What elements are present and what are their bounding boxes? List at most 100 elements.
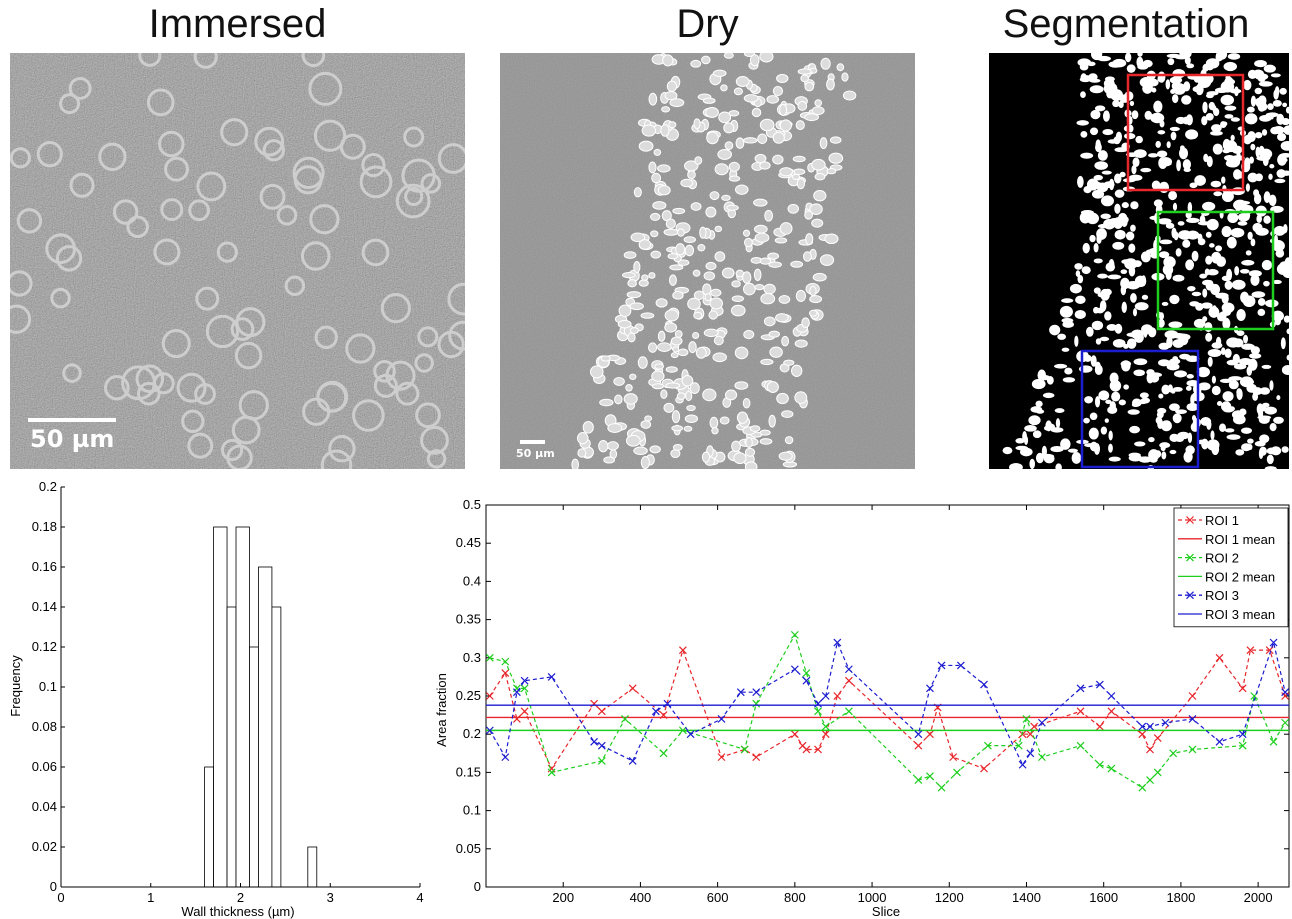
data-point-roi-3 — [802, 676, 811, 685]
data-point-roi-2 — [1238, 741, 1247, 750]
data-point-roi-2 — [752, 699, 761, 708]
histogram-bar — [213, 526, 228, 888]
line-plot-frame — [485, 504, 1290, 888]
data-point-roi-1 — [833, 692, 842, 700]
data-point-roi-1 — [1188, 692, 1197, 700]
data-point-roi-3 — [752, 688, 761, 697]
line-x-tick-label: 1800 — [1166, 890, 1195, 905]
data-point-roi-3 — [833, 638, 842, 647]
data-point-roi-2 — [740, 745, 749, 754]
segmentation-mask — [989, 53, 1289, 469]
data-point-roi-1 — [821, 730, 830, 739]
histogram-ylabel: Frequency — [8, 655, 23, 717]
line-x-tick-label: 1400 — [1012, 890, 1041, 905]
line-x-tick-label: 1000 — [858, 890, 887, 905]
data-point-roi-1 — [717, 753, 726, 762]
data-point-roi-1 — [1238, 684, 1247, 693]
line-y-tick-label: 0.5 — [463, 497, 481, 512]
data-point-roi-2 — [1146, 776, 1154, 784]
histogram-y-tick-label: 0.14 — [32, 599, 57, 614]
histogram-y-tick-label: 0.2 — [39, 479, 57, 494]
histogram-y-tick-label: 0.12 — [32, 639, 57, 654]
line-x-tick-label: 1200 — [935, 890, 964, 905]
data-point-roi-2 — [501, 657, 510, 666]
roi-3-box — [1080, 349, 1200, 469]
histogram-x-tick-label: 2 — [237, 890, 244, 905]
data-point-roi-2 — [1188, 745, 1197, 754]
roi-1-box — [1126, 73, 1245, 192]
line-y-tick-label: 0.45 — [456, 535, 481, 550]
immersed-scalebar — [28, 418, 116, 422]
data-point-roi-2 — [814, 707, 822, 716]
line-x-tick-label: 1600 — [1089, 890, 1118, 905]
data-point-roi-2 — [1107, 764, 1116, 773]
histogram-xlabel: Wall thickness (µm) — [181, 904, 294, 919]
data-point-roi-3 — [937, 661, 946, 670]
histogram-bar — [226, 606, 237, 888]
dry-micrograph: 50 µm — [500, 53, 915, 469]
histogram-bar — [204, 766, 214, 888]
histogram-y-tick-label: 0.16 — [32, 559, 57, 574]
data-point-roi-2 — [659, 749, 668, 758]
data-point-roi-1 — [1146, 745, 1154, 754]
data-point-roi-3 — [1107, 692, 1116, 700]
data-point-roi-1 — [814, 745, 822, 754]
line-y-tick-label: 0.25 — [456, 688, 481, 703]
data-point-roi-1 — [1107, 707, 1116, 716]
immersed-scalebar-label: 50 µm — [30, 425, 115, 453]
data-point-roi-1 — [1026, 730, 1035, 739]
line-y-tick-label: 0.4 — [463, 573, 481, 588]
data-point-roi-2 — [983, 741, 992, 750]
data-point-roi-2 — [597, 757, 606, 765]
histogram-bar — [271, 606, 282, 888]
histogram-y-tick-label: 0.1 — [39, 679, 57, 694]
line-x-tick-label: 400 — [630, 890, 652, 905]
histogram-x-tick-label: 4 — [416, 890, 423, 905]
data-point-roi-1 — [590, 699, 599, 708]
immersed-image — [10, 53, 465, 469]
data-point-roi-1 — [949, 753, 958, 762]
data-point-roi-1 — [980, 764, 988, 773]
data-point-roi-1 — [501, 669, 510, 678]
data-point-roi-2 — [485, 653, 494, 662]
histogram-y-tick-label: 0.06 — [32, 759, 57, 774]
data-point-roi-1 — [914, 741, 923, 750]
line-y-tick-label: 0.35 — [456, 612, 481, 627]
data-point-roi-2 — [1169, 749, 1178, 758]
data-point-roi-1 — [1138, 730, 1147, 739]
legend-label: ROI 2 — [1205, 551, 1239, 566]
data-point-roi-3 — [956, 661, 965, 670]
histogram-bar — [249, 646, 259, 888]
data-point-roi-2 — [926, 772, 934, 781]
line-x-tick-label: 600 — [707, 890, 729, 905]
line-x-tick-label: 200 — [552, 890, 574, 905]
data-point-roi-3 — [520, 676, 529, 685]
data-point-roi-3 — [651, 707, 660, 716]
legend-label: ROI 3 mean — [1205, 607, 1275, 622]
data-point-roi-3 — [914, 730, 923, 739]
legend-label: ROI 1 — [1205, 513, 1239, 528]
line-ylabel: Area fraction — [434, 673, 449, 747]
line-y-tick-label: 0.15 — [456, 764, 481, 779]
data-point-roi-1 — [752, 753, 761, 762]
data-point-roi-2 — [1281, 718, 1290, 727]
data-point-roi-2 — [844, 707, 853, 716]
data-point-roi-3 — [1146, 722, 1154, 731]
line-x-tick-label: 2000 — [1244, 890, 1273, 905]
histogram-x-tick-label: 3 — [327, 890, 334, 905]
data-point-roi-3 — [1188, 714, 1197, 723]
data-point-roi-1 — [1076, 707, 1085, 716]
immersed-micrograph: 50 µm — [10, 53, 465, 469]
data-point-roi-3 — [1095, 680, 1104, 689]
histogram-y-tick-label: 0.04 — [32, 799, 57, 814]
legend-box — [1173, 507, 1289, 628]
data-point-roi-1 — [520, 707, 529, 716]
data-point-roi-1 — [844, 676, 853, 685]
legend-label: ROI 1 mean — [1205, 532, 1275, 547]
line-xlabel: Slice — [872, 904, 900, 919]
line-y-tick-label: 0 — [474, 879, 481, 894]
data-point-roi-3 — [512, 688, 521, 697]
legend-label: ROI 2 mean — [1205, 569, 1275, 584]
data-point-roi-2 — [547, 768, 556, 777]
histogram-x-tick-label: 1 — [147, 890, 154, 905]
